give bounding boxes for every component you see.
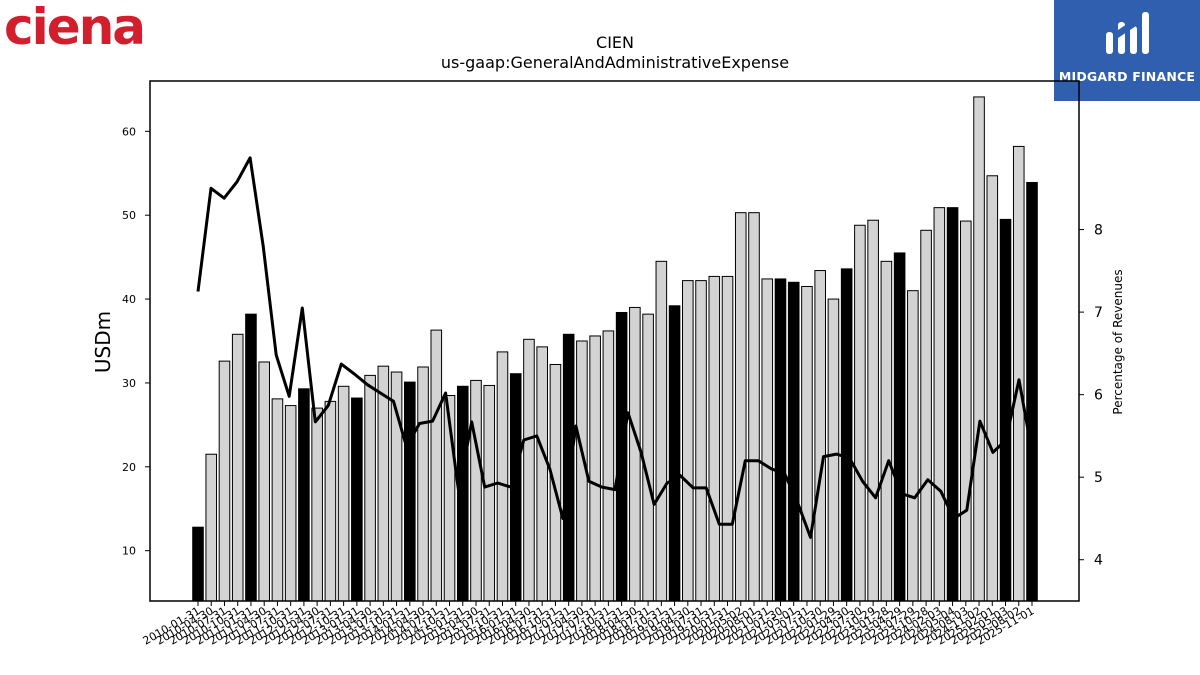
bar <box>456 385 469 602</box>
bar <box>324 400 337 602</box>
bar <box>867 219 879 602</box>
bar <box>629 306 641 602</box>
bar <box>218 360 231 602</box>
line-series <box>196 156 1034 539</box>
bar <box>536 346 548 602</box>
y-tick-label: 50 <box>122 209 136 222</box>
bar <box>907 290 919 602</box>
y-tick-label: 60 <box>122 125 136 138</box>
bar <box>1012 145 1025 602</box>
bar <box>854 224 866 602</box>
bar <box>1026 181 1038 602</box>
bar <box>721 275 734 602</box>
bar <box>311 407 323 602</box>
bar <box>390 371 403 602</box>
bar <box>602 330 615 602</box>
bar <box>430 329 443 602</box>
bar <box>933 207 946 602</box>
pct-revenues-line <box>196 156 1034 539</box>
bar <box>748 212 760 602</box>
bar <box>708 275 721 602</box>
bar <box>245 313 257 602</box>
y2-tick-label: 4 <box>1094 553 1103 569</box>
midgard-logo-text: MIDGARD FINANCE <box>1058 69 1196 84</box>
bar <box>404 381 416 602</box>
bar <box>880 260 893 602</box>
y-tick-label: 20 <box>122 461 136 474</box>
bar <box>549 363 562 602</box>
bar <box>946 207 959 602</box>
bar <box>337 385 350 602</box>
bar <box>642 313 654 602</box>
y-axis-label: USDm <box>91 311 115 373</box>
bar <box>192 526 204 602</box>
bar <box>470 379 482 602</box>
chart-title: CIEN <box>596 33 634 52</box>
bar <box>840 268 853 602</box>
bar <box>920 229 932 602</box>
bar <box>893 252 906 602</box>
bar <box>298 388 310 602</box>
y2-tick-label: 7 <box>1094 305 1103 321</box>
bar <box>999 218 1012 602</box>
chart-subtitle: us-gaap:GeneralAndAdministrativeExpense <box>441 53 789 72</box>
midgard-finance-logo: MIDGARD FINANCE <box>1054 0 1200 101</box>
y2-tick-label: 8 <box>1094 223 1103 239</box>
bar <box>973 96 985 602</box>
bar <box>827 298 840 602</box>
bar <box>986 175 999 602</box>
y-tick-label: 30 <box>122 377 136 390</box>
axes: 2010-01-312010-04-302010-07-312010-10-31… <box>122 125 1103 647</box>
bar <box>258 361 270 602</box>
bar-series <box>192 96 1038 602</box>
y-tick-label: 10 <box>122 545 136 558</box>
bar <box>682 280 694 602</box>
plot-frame <box>149 80 1080 602</box>
ciena-logo-text: ciena <box>4 0 146 56</box>
bar <box>364 374 376 602</box>
bar <box>483 384 496 602</box>
bar <box>960 220 972 602</box>
bar <box>417 366 429 602</box>
bar <box>787 281 800 602</box>
y2-tick-label: 5 <box>1094 470 1103 486</box>
bar <box>231 333 244 602</box>
y2-tick-label: 6 <box>1094 388 1103 404</box>
bar <box>774 278 787 602</box>
bar <box>377 365 390 602</box>
bar <box>205 453 218 602</box>
bar <box>668 305 681 602</box>
bar <box>814 270 826 602</box>
y-tick-label: 40 <box>122 293 136 306</box>
bar <box>523 338 535 602</box>
bar <box>801 285 813 602</box>
bar <box>589 335 601 602</box>
bar <box>695 280 707 602</box>
ciena-logo: ciena <box>4 0 146 56</box>
bar <box>761 278 774 602</box>
midgard-logo-mark-icon <box>1106 12 1149 54</box>
bar <box>496 351 509 602</box>
bar <box>734 212 747 602</box>
bar <box>351 397 363 602</box>
bar <box>284 405 297 602</box>
y2-axis-label: Percentage of Revenues <box>1111 269 1125 414</box>
bar <box>271 398 284 602</box>
bar <box>655 260 668 602</box>
